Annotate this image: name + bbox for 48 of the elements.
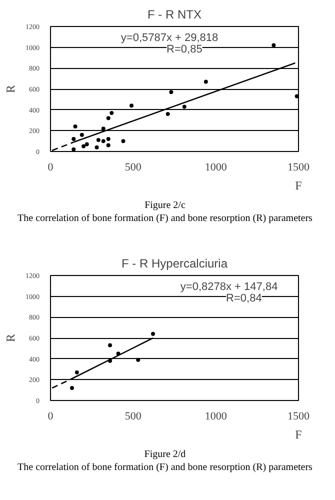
point — [70, 386, 74, 390]
caption: Figure 2/c — [144, 200, 186, 211]
point — [96, 138, 100, 142]
x-tick-label: 500 — [124, 410, 142, 422]
point — [136, 358, 140, 362]
point — [108, 343, 112, 348]
point — [73, 124, 78, 128]
x-tick-label: 1000 — [204, 162, 228, 174]
point — [84, 142, 89, 146]
caption: Figure 2/d — [144, 449, 186, 460]
point — [110, 110, 114, 115]
x-tick-label: 1000 — [204, 410, 228, 422]
point — [121, 139, 126, 144]
point — [166, 112, 170, 116]
y-axis-title: R — [4, 84, 18, 93]
point — [294, 94, 298, 98]
x-tick-label: 0 — [48, 410, 54, 422]
y-axis-title: R — [4, 334, 18, 342]
point — [72, 147, 76, 152]
point — [80, 132, 84, 137]
x-tick-label: 1500 — [288, 162, 310, 174]
x-axis-title: F — [295, 178, 302, 192]
annotation: R=0,85 — [166, 43, 202, 56]
annotation: y=0,5787x + 29,818 — [120, 32, 218, 44]
x-axis-title: F — [295, 428, 302, 442]
point — [106, 143, 110, 148]
text: The correlation of bone formation (F) and bone resorption (R) parameters — [18, 212, 312, 224]
annotation: y=0,8278x + 147,84 — [180, 281, 278, 293]
point — [94, 145, 99, 150]
point — [74, 370, 79, 374]
point — [82, 144, 86, 148]
point — [151, 332, 156, 336]
annotation: R=0,84 — [226, 292, 262, 304]
chart-title: F - R Hypercalciuria — [121, 256, 228, 270]
point — [204, 80, 208, 84]
point — [169, 90, 174, 94]
point — [182, 104, 186, 109]
point — [101, 139, 106, 144]
x-tick-label: 1500 — [288, 410, 310, 422]
point — [106, 137, 110, 141]
x-tick-label: 500 — [124, 162, 142, 174]
point — [272, 43, 276, 48]
x-tick-label: 0 — [48, 162, 54, 174]
chart-title: F - R NTX — [148, 8, 202, 22]
point — [72, 137, 76, 141]
point — [106, 116, 110, 120]
text: The correlation of bone formation (F) and bone resorption (R) parameters — [18, 462, 312, 472]
point — [130, 104, 134, 108]
